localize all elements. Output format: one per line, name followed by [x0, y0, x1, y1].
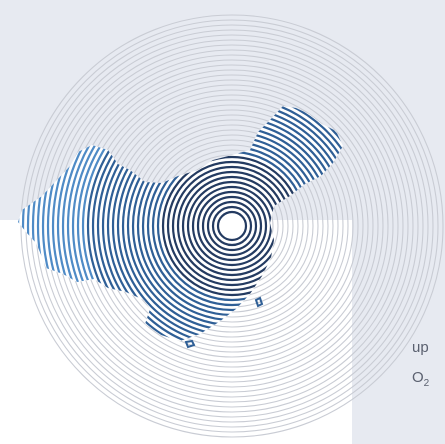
map-ring — [51, 106, 343, 341]
map-ring — [66, 106, 343, 341]
map-ring — [101, 106, 343, 341]
map-ring — [86, 106, 343, 341]
map-ring — [206, 200, 258, 252]
map-ring — [196, 190, 268, 262]
cropped-text-line-1: up — [412, 339, 429, 356]
map-ring — [61, 106, 343, 341]
map-ring — [201, 195, 263, 257]
map-ring — [56, 106, 343, 341]
cropped-text-line-2: O2 — [412, 370, 429, 389]
map-ring — [26, 106, 343, 341]
cropped-text-line-2-sub: 2 — [423, 378, 430, 389]
map-ring — [46, 106, 343, 341]
concentric-circles-icon — [220, 214, 244, 238]
island-marks — [184, 296, 264, 349]
map-ring — [71, 106, 343, 341]
map-ring — [81, 106, 343, 341]
map-ring — [211, 205, 253, 247]
map-ring — [96, 106, 343, 341]
map-ring — [76, 106, 343, 341]
map-ring — [106, 106, 343, 341]
map-ring — [216, 210, 248, 242]
map-ring — [36, 106, 343, 341]
outer-ring — [20, 14, 444, 438]
map-ring — [41, 106, 343, 341]
map-ring — [31, 106, 343, 341]
map-ring — [21, 106, 343, 341]
map-ring — [91, 106, 343, 341]
cropped-text-line-2-main: O — [412, 369, 424, 386]
